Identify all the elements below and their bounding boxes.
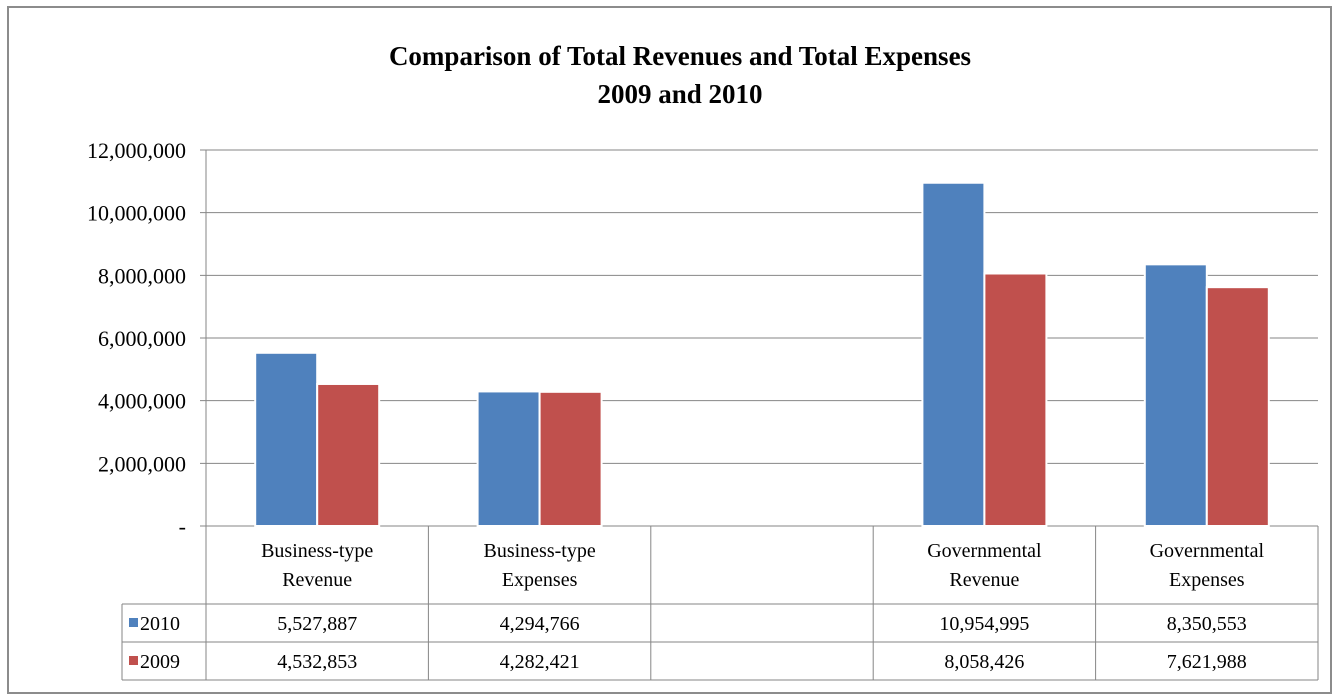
chart-frame <box>7 6 1332 694</box>
data-cell-2009: 4,282,421 <box>500 651 580 673</box>
y-tick-label: - <box>179 514 186 539</box>
data-cell-2010: 5,527,887 <box>277 613 357 635</box>
category-label: Revenue <box>949 569 1019 591</box>
bar-2010-3 <box>921 181 986 527</box>
data-cell-2009: 4,532,853 <box>277 651 357 673</box>
legend-label-2010: 2010 <box>140 613 180 635</box>
bar-2009-4 <box>1205 286 1270 527</box>
y-tick-label: 8,000,000 <box>98 263 186 288</box>
legend-label-2009: 2009 <box>140 651 180 673</box>
data-cell-2010: 4,294,766 <box>500 613 580 635</box>
category-label: Expenses <box>502 569 578 591</box>
legend-key-2010 <box>129 618 138 627</box>
data-cell-2009: 7,621,988 <box>1167 651 1247 673</box>
y-tick-label: 2,000,000 <box>98 451 186 476</box>
category-label: Business-type <box>483 540 595 562</box>
data-cell-2009: 8,058,426 <box>944 651 1024 673</box>
data-cell-2010: 10,954,995 <box>939 613 1029 635</box>
data-cell-2010: 8,350,553 <box>1167 613 1247 635</box>
y-tick-label: 12,000,000 <box>87 138 186 163</box>
bar-2010-0 <box>254 351 319 527</box>
category-label: Governmental <box>927 540 1042 562</box>
chart-title-line-1: Comparison of Total Revenues and Total E… <box>389 41 971 71</box>
bar-2009-0 <box>316 382 381 527</box>
bar-2010-4 <box>1143 263 1208 527</box>
bar-2009-3 <box>983 272 1048 527</box>
chart-title-line-2: 2009 and 2010 <box>597 79 762 109</box>
category-label: Expenses <box>1169 569 1245 591</box>
y-tick-label: 10,000,000 <box>87 201 186 226</box>
bar-2010-1 <box>476 390 541 527</box>
y-tick-label: 6,000,000 <box>98 326 186 351</box>
category-label: Governmental <box>1150 540 1265 562</box>
category-label: Revenue <box>282 569 352 591</box>
bar-2009-1 <box>538 390 603 527</box>
legend-key-2009 <box>129 656 138 665</box>
category-label: Business-type <box>261 540 373 562</box>
y-tick-label: 4,000,000 <box>98 389 186 414</box>
